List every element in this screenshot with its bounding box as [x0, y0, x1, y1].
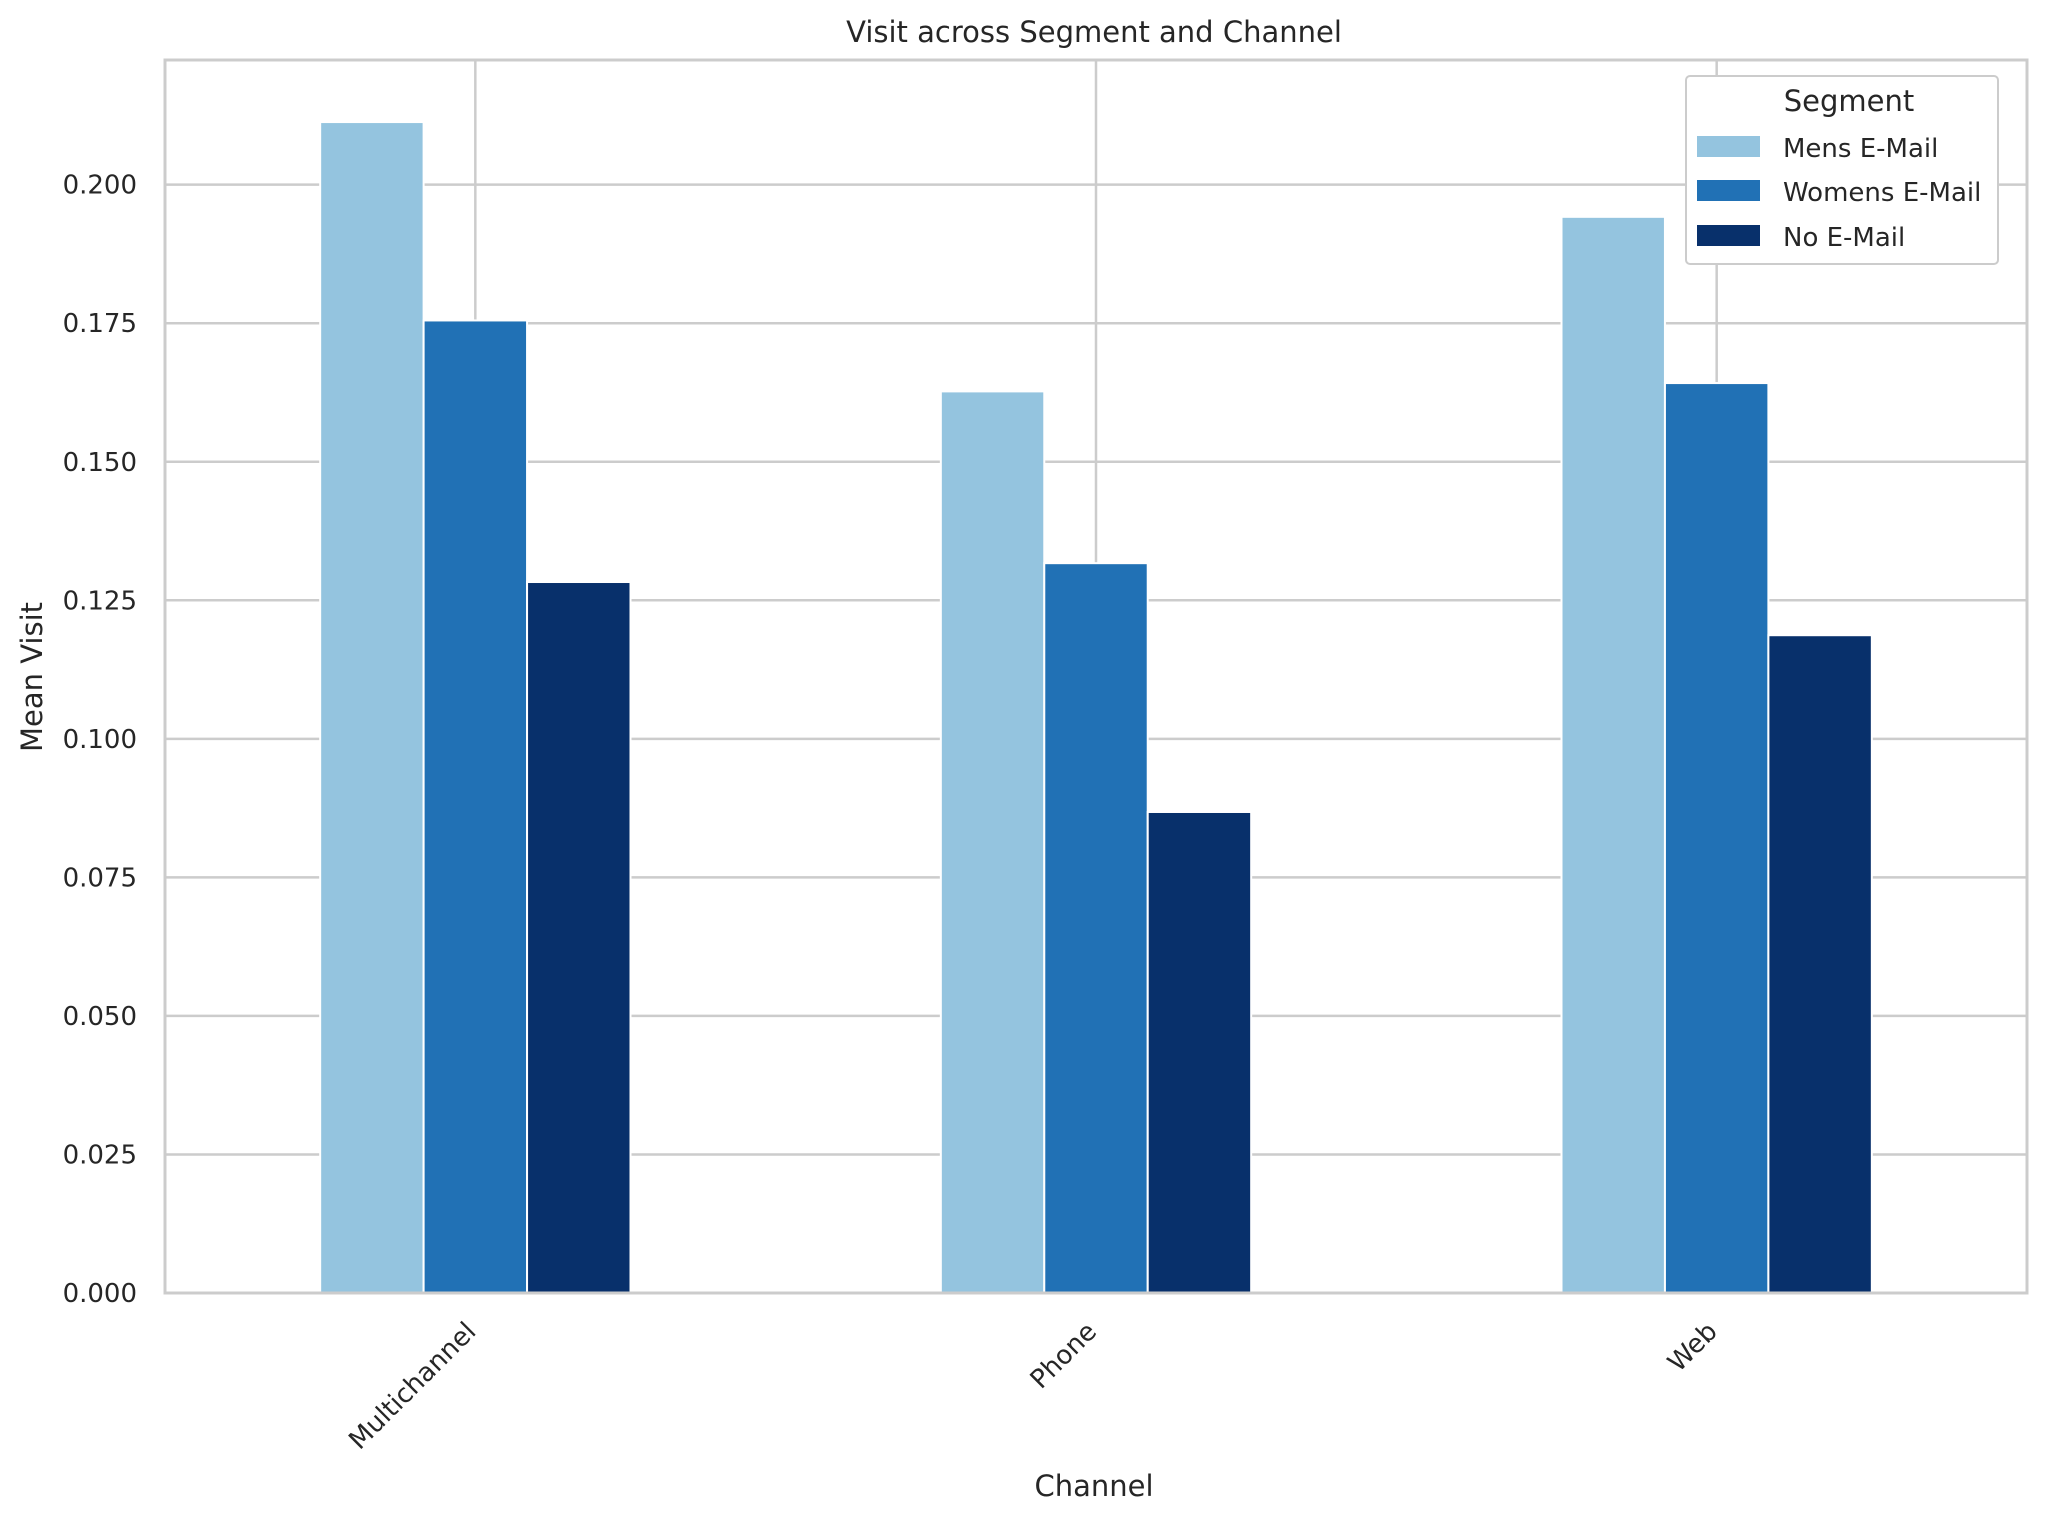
plot-area-border [163, 58, 2029, 1295]
y-tick-labels: 0.000 0.025 0.050 0.075 0.100 0.125 0.150 0.175… [63, 171, 137, 1309]
bar-mens-e-mail-phone [939, 390, 1046, 1295]
legend-box [1685, 75, 1999, 265]
y-tick-label: 0.100 [63, 725, 137, 755]
bars [319, 121, 1873, 1295]
bar-no-e-mail-multichannel [526, 581, 632, 1294]
legend-swatch-womens-email [1697, 180, 1760, 201]
legend-label-mens-email: Mens E-Mail [1783, 134, 1938, 164]
legend-label-womens-email: Womens E-Mail [1783, 178, 1981, 208]
y-tick-label: 0.200 [63, 171, 137, 201]
legend-swatch-mens-email [1697, 136, 1760, 157]
bar-no-e-mail-phone [1146, 810, 1253, 1294]
bar-mens-e-mail-multichannel [319, 121, 425, 1294]
y-tick-label: 0.000 [63, 1279, 137, 1309]
y-tick-label: 0.175 [63, 309, 137, 339]
y-axis-label: Mean Visit [15, 602, 49, 752]
x-axis-label: Channel [1034, 1469, 1153, 1503]
legend-title: Segment [1784, 84, 1915, 118]
bar-womens-e-mail-multichannel [422, 319, 529, 1294]
legend-swatch-no-email [1697, 225, 1760, 246]
y-tick-label: 0.050 [63, 1002, 137, 1032]
bar-womens-e-mail-web [1663, 382, 1770, 1294]
plot-frame [163, 58, 2029, 1295]
y-tick-label: 0.125 [63, 586, 137, 616]
y-tick-label: 0.150 [63, 448, 137, 478]
y-tick-label: 0.025 [63, 1140, 137, 1170]
y-tick-label: 0.075 [63, 863, 137, 893]
chart-title: Visit across Segment and Channel [846, 15, 1342, 49]
legend: Segment Mens E-Mail Womens E-Mail No E-M… [1685, 75, 1999, 265]
bar-no-e-mail-web [1767, 634, 1873, 1294]
bar-mens-e-mail-web [1560, 215, 1666, 1294]
legend-label-no-email: No E-Mail [1783, 223, 1905, 253]
bar-womens-e-mail-phone [1043, 562, 1149, 1294]
